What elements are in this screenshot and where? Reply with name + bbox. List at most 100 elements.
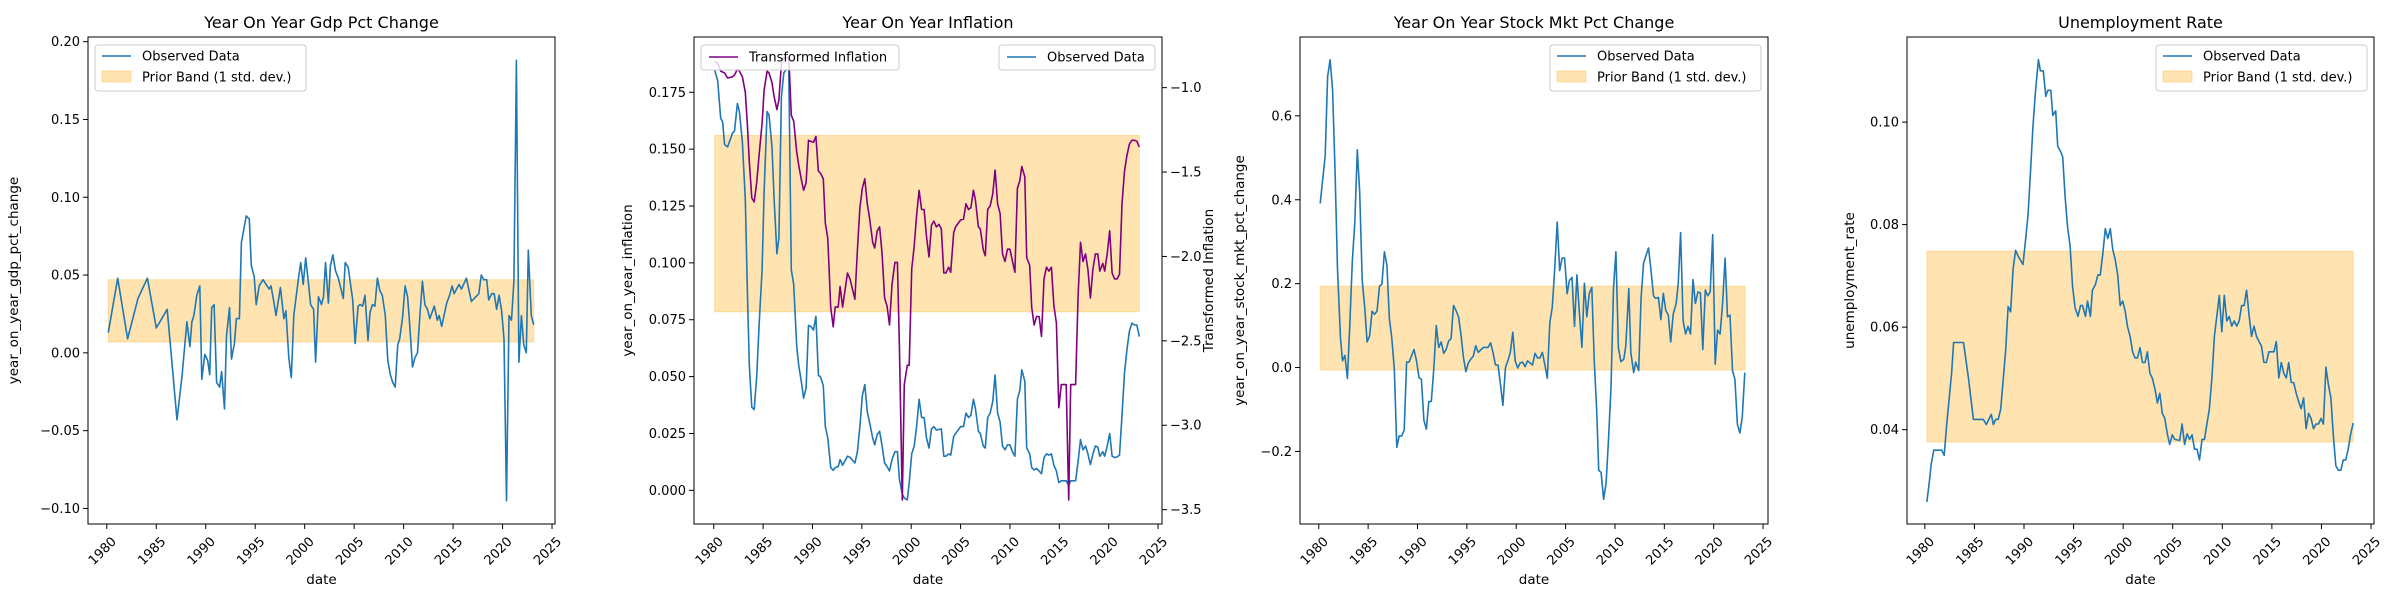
- y-tick-label: 0.00: [51, 346, 80, 361]
- legend-label: Transformed Inflation: [748, 51, 887, 66]
- legend: Observed Data Prior Band (1 std. dev.): [94, 44, 307, 92]
- x-axis-label: date: [306, 572, 336, 588]
- chart-title: Year On Year Inflation: [841, 13, 1013, 32]
- x-axis-label: date: [2125, 572, 2155, 588]
- x-tick-label: 1980: [1904, 534, 1938, 568]
- x-tick-label: 1995: [1446, 534, 1480, 568]
- legend-label: Prior Band (1 std. dev.): [1597, 71, 1747, 86]
- x-tick-label: 2010: [2201, 534, 2235, 568]
- x-tick-label: 1990: [185, 534, 219, 568]
- legend: Observed Data Prior Band (1 std. dev.): [1549, 44, 1762, 92]
- x-tick-label: 1990: [2003, 534, 2037, 568]
- chart-title: Year On Year Gdp Pct Change: [203, 13, 439, 32]
- y-tick-label: 0.050: [649, 370, 686, 385]
- subplot-2: 1980 1985 1990 1995 2000 2005 2010 2015 2020 2025…: [620, 13, 1217, 588]
- x-tick-label: 2015: [432, 534, 466, 568]
- y-axis-label: unemployment_rate: [1842, 212, 1858, 349]
- y-tick-label: 0.4: [1271, 193, 1292, 208]
- legend-transformed: Transformed Inflation: [700, 44, 900, 71]
- y-tick-label: 0.100: [649, 256, 686, 271]
- legend-frame: [2155, 44, 2368, 92]
- legend-band-swatch: [1556, 70, 1587, 83]
- legend: Observed Data Prior Band (1 std. dev.): [2155, 44, 2368, 92]
- legend-frame: [998, 44, 1156, 71]
- x-tick-label: 1985: [1347, 534, 1381, 568]
- plot-area: [1319, 58, 1746, 501]
- x-tick-label: 1985: [135, 534, 169, 568]
- x-tick-label: 1980: [86, 534, 120, 568]
- series-line-observed-data: [1926, 58, 2354, 503]
- x-tick-label: 1980: [693, 534, 727, 568]
- y-tick-label: 0.15: [51, 113, 80, 128]
- prior-band: [107, 279, 535, 343]
- y-tick-label: 0.0: [1271, 361, 1292, 376]
- x-tick-label: 2020: [2300, 534, 2334, 568]
- x-tick-label: 1985: [1953, 534, 1987, 568]
- series-line-transformed-inflation: [714, 56, 1141, 501]
- legend-band-swatch: [101, 70, 132, 83]
- x-tick-label: 2005: [940, 534, 974, 568]
- x-axis-label: date: [913, 572, 943, 588]
- x-tick-label: 2000: [2102, 534, 2136, 568]
- legend-frame: [1549, 44, 1762, 92]
- series-line-observed-data: [107, 59, 535, 502]
- x-tick-label: 2025: [1137, 534, 1171, 568]
- x-tick-label: 1985: [742, 534, 776, 568]
- x-tick-label: 2015: [2251, 534, 2285, 568]
- y2-tick-label: −2.0: [1170, 250, 1202, 265]
- x-axis-label: date: [1519, 572, 1549, 588]
- plot-area: [1926, 58, 2354, 503]
- y2-axis-label: Transformed Inflation: [1201, 209, 1217, 354]
- legend-label: Prior Band (1 std. dev.): [2203, 71, 2353, 86]
- y2-tick-label: −3.0: [1170, 419, 1202, 434]
- y-tick-label: 0.075: [649, 313, 686, 328]
- axes-frame: [693, 36, 1163, 525]
- x-tick-label: 2025: [2350, 534, 2384, 568]
- prior-band: [714, 134, 1140, 313]
- x-tick-label: 1995: [841, 534, 875, 568]
- y-axis-label: year_on_year_stock_mkt_pct_change: [1232, 155, 1248, 406]
- x-tick-label: 2005: [333, 534, 367, 568]
- y-tick-label: 0.150: [649, 143, 686, 158]
- x-tick-label: 1995: [2053, 534, 2087, 568]
- y-tick-label: −0.05: [40, 424, 80, 439]
- legend-label: Observed Data: [1047, 51, 1145, 66]
- x-tick-label: 2010: [1594, 534, 1628, 568]
- legend-band-swatch: [2162, 70, 2193, 83]
- y-tick-label: −0.10: [40, 502, 80, 517]
- subplot-4: 1980 1985 1990 1995 2000 2005 2010 2015 2020 2025…: [1842, 13, 2384, 588]
- prior-band: [1319, 285, 1746, 371]
- x-tick-label: 2025: [1742, 534, 1776, 568]
- y-tick-label: 0.04: [1870, 423, 1899, 438]
- x-tick-label: 2010: [383, 534, 417, 568]
- x-tick-label: 2010: [989, 534, 1023, 568]
- legend-frame: [94, 44, 307, 92]
- x-tick-label: 1980: [1298, 534, 1332, 568]
- y-tick-label: −0.2: [1260, 445, 1292, 460]
- y-axis-label: year_on_year_inflation: [620, 204, 636, 356]
- plot-area: [713, 56, 1141, 501]
- y2-tick-label: −1.0: [1170, 81, 1202, 96]
- axes-frame: [87, 36, 556, 525]
- x-tick-label: 2015: [1038, 534, 1072, 568]
- axes-frame: [1299, 36, 1769, 525]
- x-tick-label: 2025: [531, 534, 565, 568]
- legend-label: Prior Band (1 std. dev.): [142, 71, 292, 86]
- chart-title: Unemployment Rate: [2058, 13, 2223, 32]
- y-axis-label: year_on_year_gdp_pct_change: [6, 177, 22, 384]
- x-tick-label: 2020: [1088, 534, 1122, 568]
- x-tick-label: 2000: [890, 534, 924, 568]
- plot-area: [107, 59, 535, 502]
- y-tick-label: 0.125: [649, 200, 686, 215]
- legend-label: Observed Data: [142, 50, 240, 65]
- y2-tick-label: −2.5: [1170, 334, 1202, 349]
- chart-title: Year On Year Stock Mkt Pct Change: [1393, 13, 1675, 32]
- subplot-1: 1980 1985 1990 1995 2000 2005 2010 2015 2020 2025…: [6, 13, 565, 588]
- x-tick-label: 2015: [1643, 534, 1677, 568]
- prior-band: [1926, 250, 2354, 443]
- x-tick-label: 2005: [1545, 534, 1579, 568]
- y2-tick-label: −1.5: [1170, 166, 1202, 181]
- y-tick-label: 0.000: [649, 484, 686, 499]
- legend-observed: Observed Data: [998, 44, 1156, 71]
